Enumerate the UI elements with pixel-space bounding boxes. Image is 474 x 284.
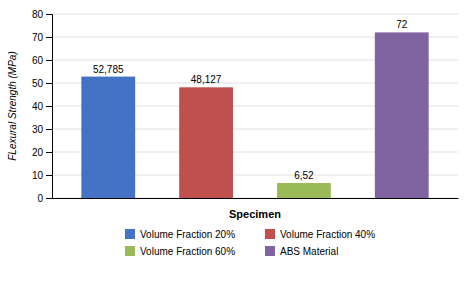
y-tick: 30 [32,124,52,135]
bar [179,87,233,198]
y-tick-label: 20 [32,147,44,158]
legend-label: Volume Fraction 20% [140,229,235,240]
y-tick-label: 10 [32,170,44,181]
y-tick: 0 [37,193,52,204]
legend-label: ABS Material [280,246,338,257]
y-axis: 0 10 20 30 40 50 60 70 80 [32,9,53,204]
y-tick-mark [46,106,52,107]
y-tick-label: 60 [32,55,44,66]
legend-swatch [265,246,275,256]
y-axis-line [46,15,53,199]
y-tick-label: 50 [32,78,44,89]
legend-swatch [125,229,135,239]
data-label: 52,785 [93,64,124,75]
x-axis-line [53,198,459,199]
y-tick-label: 70 [32,32,44,43]
legend-label: Volume Fraction 40% [280,229,375,240]
y-tick: 10 [32,170,52,181]
legend-label: Volume Fraction 60% [140,246,235,257]
y-tick-mark [46,175,52,176]
x-axis-title: Specimen [229,208,281,220]
chart: 0 10 20 30 40 50 60 70 80 52,785 48,127 6,52 72 Speci… [0,0,474,284]
y-tick: 40 [32,101,52,112]
y-tick-mark [46,198,52,199]
y-tick-mark [46,37,52,38]
grid-line [52,14,458,15]
legend-item: Volume Fraction 60% [125,246,235,257]
legend: Volume Fraction 20% Volume Fraction 40% Vo… [125,229,375,257]
y-tick: 60 [32,55,52,66]
y-tick: 20 [32,147,52,158]
data-label: 72 [396,19,408,30]
legend-item: Volume Fraction 20% [125,229,235,240]
bar [81,77,135,198]
legend-item: ABS Material [265,246,338,257]
x-axis [53,198,459,199]
legend-swatch [265,229,275,239]
data-label: 6,52 [294,170,314,181]
grid [52,14,458,198]
bar [277,183,331,198]
data-label: 48,127 [191,74,222,85]
legend-item: Volume Fraction 40% [265,229,375,240]
y-tick-mark [46,129,52,130]
y-tick-label: 40 [32,101,44,112]
y-tick-label: 30 [32,124,44,135]
y-tick-mark [46,14,52,15]
bar [375,32,429,198]
y-axis-title: FLexural Strength (MPa) [7,51,18,161]
data-labels: 52,785 48,127 6,52 72 [93,19,408,181]
bars [81,32,428,198]
y-tick-mark [46,83,52,84]
y-tick: 70 [32,32,52,43]
y-tick: 50 [32,78,52,89]
y-tick-mark [46,152,52,153]
y-tick-label: 80 [32,9,44,20]
y-tick-mark [46,60,52,61]
legend-swatch [125,246,135,256]
plot: 0 10 20 30 40 50 60 70 80 52,785 48,127 6,52 72 Speci… [7,9,459,257]
y-tick-label: 0 [37,193,43,204]
y-tick: 80 [32,9,52,20]
